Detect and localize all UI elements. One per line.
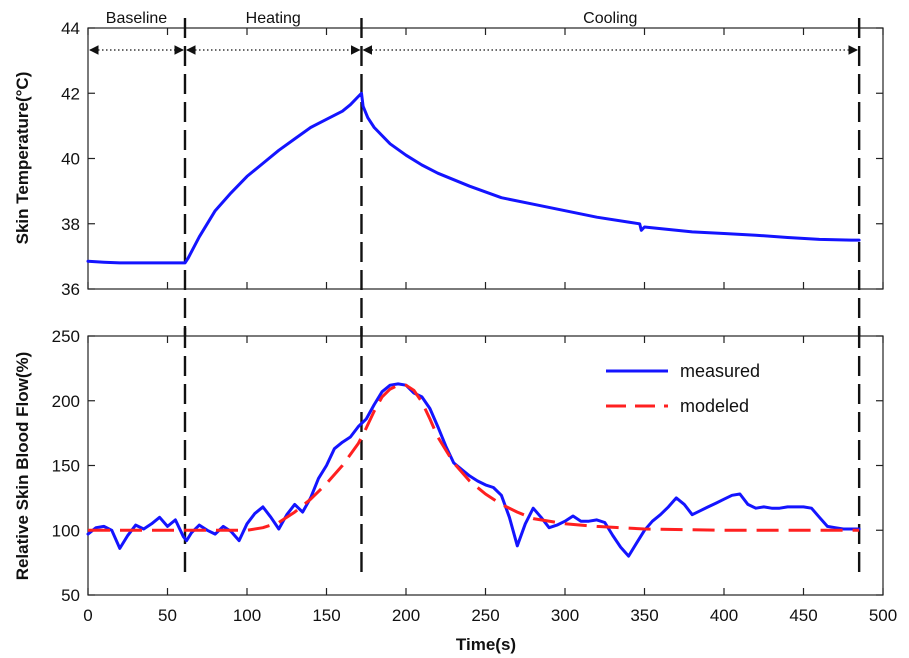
- temperature-phase-dividers: [183, 18, 861, 336]
- blood-flow-y-tick-label: 250: [52, 327, 80, 346]
- time-x-tick-label: 350: [630, 606, 658, 625]
- time-x-tick-label: 0: [83, 606, 92, 625]
- temperature-y-ticks: 36 38 40 42 44: [61, 19, 884, 299]
- temperature-y-axis-label: Skin Temperature(°C): [13, 72, 32, 245]
- temperature-y-tick-label: 42: [61, 84, 80, 103]
- legend-measured-label: measured: [680, 361, 760, 381]
- phase-annotations: Baseline Heating Cooling: [89, 10, 859, 55]
- legend: measured modeled: [606, 361, 760, 416]
- blood-flow-y-tick-label: 200: [52, 392, 80, 411]
- phase-label: Baseline: [106, 10, 167, 27]
- time-x-ticks: 0 50 100 150 200 250 300 350 400 450 500: [83, 336, 897, 625]
- time-x-tick-label: 400: [710, 606, 738, 625]
- blood-flow-y-tick-label: 150: [52, 457, 80, 476]
- time-x-axis-label: Time(s): [456, 635, 516, 654]
- time-x-tick-label: 250: [471, 606, 499, 625]
- time-x-tick-label: 200: [392, 606, 420, 625]
- temperature-series: [86, 91, 861, 265]
- temperature-panel: 36 38 40 42 44 Baseline Heating Cooling Skin T…: [13, 10, 884, 336]
- temperature-series-line: [86, 91, 861, 265]
- time-x-tick-label: 100: [233, 606, 261, 625]
- phase-label: Cooling: [583, 10, 637, 27]
- time-x-tick-label: 150: [312, 606, 340, 625]
- blood-flow-series-line-modeled: [88, 383, 860, 532]
- time-x-tick-label: 500: [869, 606, 897, 625]
- blood-flow-series: [86, 382, 861, 558]
- blood-flow-y-tick-label: 50: [61, 586, 80, 605]
- blood-flow-y-ticks: 50 100 150 200 250: [52, 327, 883, 605]
- legend-modeled-label: modeled: [680, 396, 749, 416]
- temperature-y-tick-label: 36: [61, 280, 80, 299]
- time-x-tick-label: 300: [551, 606, 579, 625]
- temperature-y-tick-label: 44: [61, 19, 80, 38]
- blood-flow-y-tick-label: 100: [52, 521, 80, 540]
- temperature-y-tick-label: 40: [61, 150, 80, 169]
- phase-label: Heating: [246, 10, 301, 27]
- blood-flow-series-line-measured: [86, 382, 861, 558]
- time-x-tick-label: 50: [158, 606, 177, 625]
- time-x-tick-label: 450: [789, 606, 817, 625]
- temperature-plot-frame: [87, 27, 884, 290]
- temperature-y-tick-label: 38: [61, 215, 80, 234]
- blood-flow-plot-frame: [87, 335, 884, 596]
- blood-flow-y-axis-label: Relative Skin Blood Flow(%): [13, 352, 32, 581]
